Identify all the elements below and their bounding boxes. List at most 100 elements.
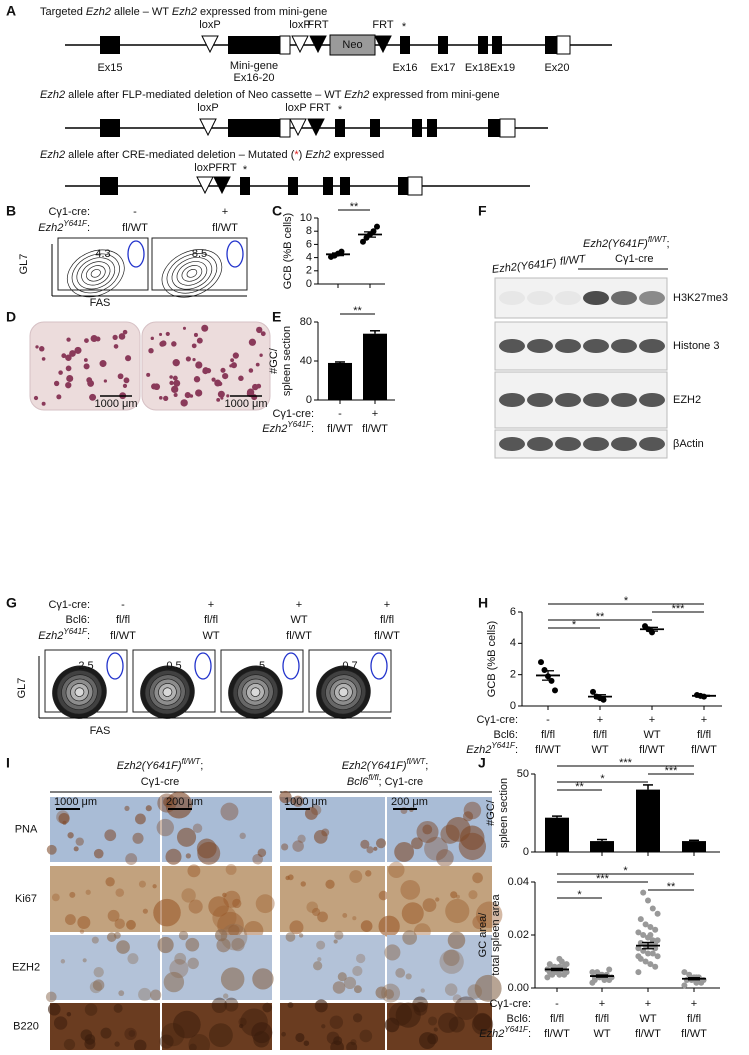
y-axis-label: GC area/ xyxy=(477,912,489,958)
row-value: fl/WT xyxy=(374,630,400,642)
germinal-center xyxy=(66,337,71,342)
stain xyxy=(316,940,326,950)
group-header-part: Ezh2(Y641F) xyxy=(342,760,407,772)
row-value: + xyxy=(645,998,651,1010)
row-value: fl/fl xyxy=(697,729,711,741)
group-header: Bcl6fl/fl; Cγ1-cre xyxy=(347,773,423,788)
germinal-center xyxy=(172,358,180,367)
blot xyxy=(494,277,668,319)
frt-label: FRT xyxy=(307,19,328,31)
stain xyxy=(105,877,115,887)
exon xyxy=(228,36,280,54)
y-axis-label: total spleen area xyxy=(490,893,502,975)
band xyxy=(499,291,525,305)
micrograph xyxy=(280,935,385,1000)
stain xyxy=(325,879,335,889)
germinal-center xyxy=(112,334,118,340)
germinal-center xyxy=(226,394,230,398)
data-point xyxy=(635,945,642,952)
stain xyxy=(262,1002,273,1013)
stain xyxy=(224,997,239,1012)
y-tick-label: 0 xyxy=(306,278,312,290)
site xyxy=(309,35,327,54)
stain xyxy=(104,829,117,842)
data-point xyxy=(637,916,644,923)
stain xyxy=(333,939,338,944)
stain xyxy=(312,907,321,917)
row-value: fl/fl xyxy=(204,614,218,626)
data-point xyxy=(370,228,377,235)
row-label-part: Cγ1-cre: xyxy=(476,714,518,726)
bar xyxy=(363,333,387,400)
stain xyxy=(381,983,401,1003)
row-label-part: Ezh2 xyxy=(466,744,491,756)
stain xyxy=(366,846,374,854)
contour xyxy=(85,265,106,282)
stain xyxy=(378,915,400,937)
germinal-center xyxy=(56,394,62,400)
band-label: EZH2 xyxy=(673,394,701,406)
row-value: fl/fl xyxy=(380,614,394,626)
significance-label: * xyxy=(572,619,577,631)
stain xyxy=(142,908,148,914)
stain xyxy=(107,909,120,922)
stain xyxy=(352,1013,363,1023)
mini-gene-label: Mini-gene xyxy=(230,60,278,72)
germinal-center xyxy=(113,344,119,349)
stain xyxy=(378,890,389,901)
stain xyxy=(116,940,130,954)
row-label: Ezh2Y641F: xyxy=(466,741,518,756)
germinal-center xyxy=(195,361,203,369)
stain xyxy=(216,938,231,953)
y-tick-label: 8 xyxy=(306,225,312,237)
stain xyxy=(395,1002,421,1028)
stain xyxy=(281,1031,286,1037)
data-point xyxy=(693,979,700,986)
mutation-star: * xyxy=(338,104,343,116)
y-tick-label: 4 xyxy=(510,637,516,649)
gate-value: 5 xyxy=(259,660,265,672)
band-label: βActin xyxy=(673,438,704,450)
germinal-center xyxy=(118,333,126,340)
stain xyxy=(334,930,344,940)
lane-header: fl/WT xyxy=(559,253,587,268)
scale-label: 200 μm xyxy=(166,796,203,808)
exon xyxy=(335,119,345,137)
germinal-center xyxy=(150,336,154,341)
y-tick-label: 4 xyxy=(306,252,312,264)
y-tick-label: 0.00 xyxy=(508,982,529,994)
row-label: Cγ1-cre: xyxy=(48,206,90,218)
micrograph xyxy=(50,935,160,1000)
band xyxy=(639,437,665,451)
micrograph xyxy=(50,797,160,862)
stain xyxy=(64,914,76,925)
stain xyxy=(375,838,387,849)
data-point xyxy=(642,921,649,928)
significance-label: *** xyxy=(672,603,686,615)
band xyxy=(583,437,609,451)
stain xyxy=(435,897,440,902)
data-point xyxy=(654,910,661,917)
row-label-part: Cγ1-cre: xyxy=(489,998,531,1010)
exon xyxy=(427,119,437,137)
band xyxy=(611,291,637,305)
band xyxy=(499,437,525,451)
row-value: fl/WT xyxy=(286,630,312,642)
row-label-part: Cγ1-cre: xyxy=(48,599,90,611)
panel-letter: B xyxy=(6,203,16,219)
exon xyxy=(323,177,333,195)
exon xyxy=(478,36,488,54)
y-tick-label: 80 xyxy=(300,316,312,328)
row-value: WT xyxy=(643,729,660,741)
stain xyxy=(401,902,424,925)
germinal-center xyxy=(256,326,263,334)
site xyxy=(307,118,325,137)
stain xyxy=(212,905,237,930)
stain xyxy=(185,853,191,859)
row-value: fl/WT xyxy=(681,1028,707,1040)
bar xyxy=(545,817,569,852)
group-header-part: Ezh2(Y641F) xyxy=(117,760,182,772)
axis-label: FAS xyxy=(90,297,111,309)
germinal-center xyxy=(211,377,216,382)
germinal-center xyxy=(33,395,39,401)
